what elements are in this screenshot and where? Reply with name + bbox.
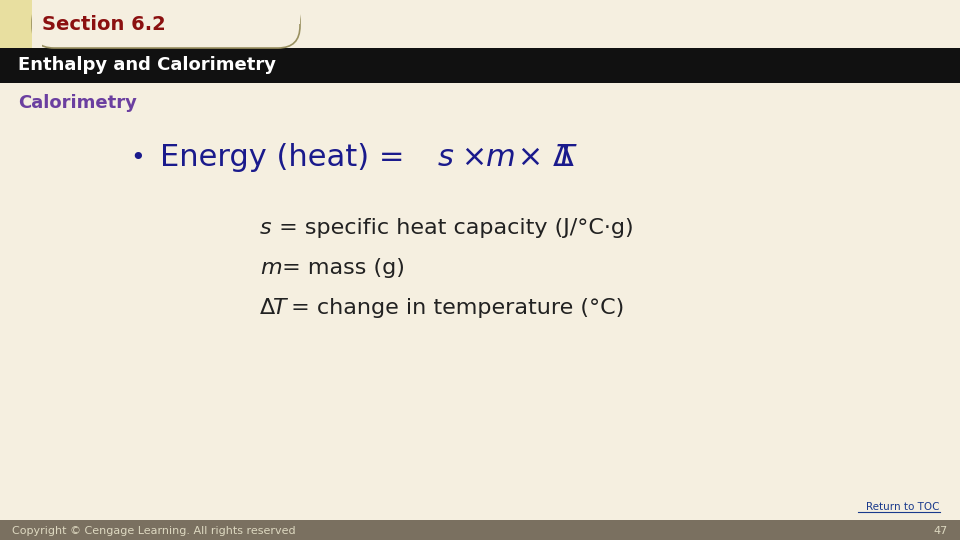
Text: Δ: Δ	[260, 298, 276, 318]
Text: = specific heat capacity (J/°C·g): = specific heat capacity (J/°C·g)	[272, 218, 634, 238]
Text: 47: 47	[934, 526, 948, 536]
Text: s: s	[438, 144, 454, 172]
Bar	[32, 0, 300, 24]
Text: Calorimetry: Calorimetry	[18, 94, 137, 112]
Bar	[0, 520, 960, 540]
Bar	[32, 0, 42, 48]
Text: = change in temperature (°C): = change in temperature (°C)	[284, 298, 624, 318]
Text: •: •	[131, 146, 145, 170]
Text: m: m	[486, 144, 516, 172]
Text: Return to TOC: Return to TOC	[867, 502, 940, 512]
Text: Energy (heat) =: Energy (heat) =	[160, 144, 415, 172]
Text: Section 6.2: Section 6.2	[42, 15, 166, 33]
Text: Enthalpy and Calorimetry: Enthalpy and Calorimetry	[18, 57, 276, 75]
FancyBboxPatch shape	[32, 0, 300, 48]
Text: × Δ: × Δ	[508, 144, 574, 172]
Text: Copyright © Cengage Learning. All rights reserved: Copyright © Cengage Learning. All rights…	[12, 526, 296, 536]
Bar	[0, 48, 960, 83]
Text: m: m	[260, 258, 281, 278]
Text: s: s	[260, 218, 272, 238]
Text: = mass (g): = mass (g)	[275, 258, 405, 278]
Text: T: T	[556, 144, 575, 172]
Text: T: T	[272, 298, 286, 318]
Bar	[0, 0, 32, 48]
Text: ×: ×	[452, 144, 497, 172]
